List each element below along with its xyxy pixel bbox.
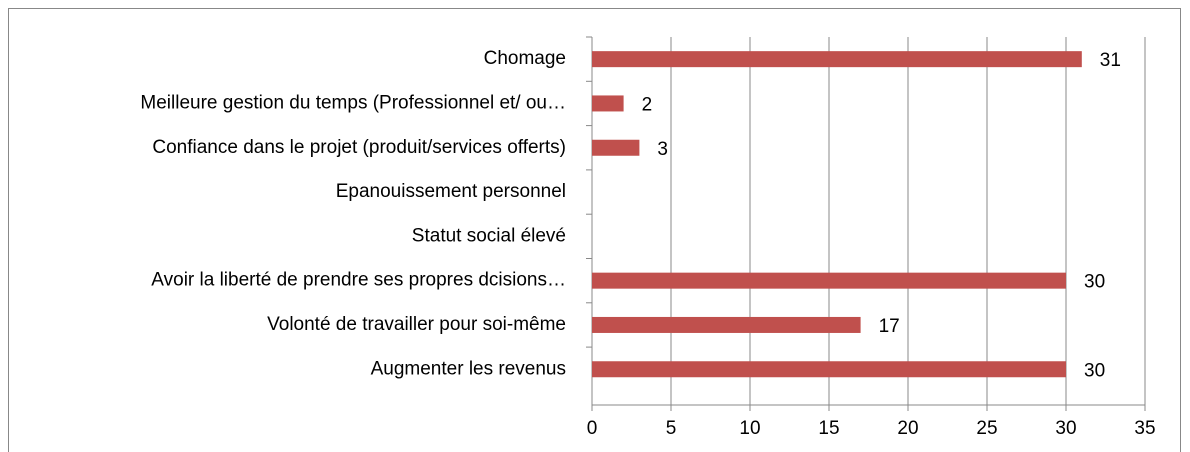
data-label: 2 bbox=[642, 94, 653, 115]
x-tick-label: 35 bbox=[1134, 418, 1155, 439]
x-tick-label: 30 bbox=[1055, 418, 1076, 439]
y-tick-label: Avoir la liberté de prendre ses propres … bbox=[151, 270, 566, 291]
y-tick-label: Chomage bbox=[484, 48, 566, 69]
bar bbox=[592, 272, 1066, 289]
bar bbox=[592, 316, 861, 333]
y-tick-label: Augmenter les revenus bbox=[371, 358, 566, 379]
data-label: 31 bbox=[1100, 50, 1121, 71]
bar bbox=[592, 95, 624, 112]
data-label: 30 bbox=[1084, 272, 1105, 293]
bar bbox=[592, 361, 1066, 378]
x-tick-label: 25 bbox=[976, 418, 997, 439]
data-label: 3 bbox=[657, 139, 668, 160]
bar bbox=[592, 139, 640, 156]
x-tick-label: 5 bbox=[666, 418, 677, 439]
data-label: 17 bbox=[879, 316, 900, 337]
y-tick-label: Volonté de travailler pour soi-même bbox=[267, 314, 566, 335]
x-tick-label: 20 bbox=[897, 418, 918, 439]
data-label: 30 bbox=[1084, 360, 1105, 381]
y-tick-label: Epanouissement personnel bbox=[336, 181, 566, 202]
chart-frame bbox=[8, 8, 1181, 452]
y-tick-label: Confiance dans le projet (produit/servic… bbox=[152, 137, 566, 158]
x-tick-label: 10 bbox=[739, 418, 760, 439]
y-tick-label: Statut social élevé bbox=[412, 225, 566, 246]
y-tick-label: Meilleure gestion du temps (Professionne… bbox=[140, 92, 566, 113]
x-tick-label: 15 bbox=[818, 418, 839, 439]
x-tick-label: 0 bbox=[587, 418, 598, 439]
bar bbox=[592, 51, 1082, 68]
